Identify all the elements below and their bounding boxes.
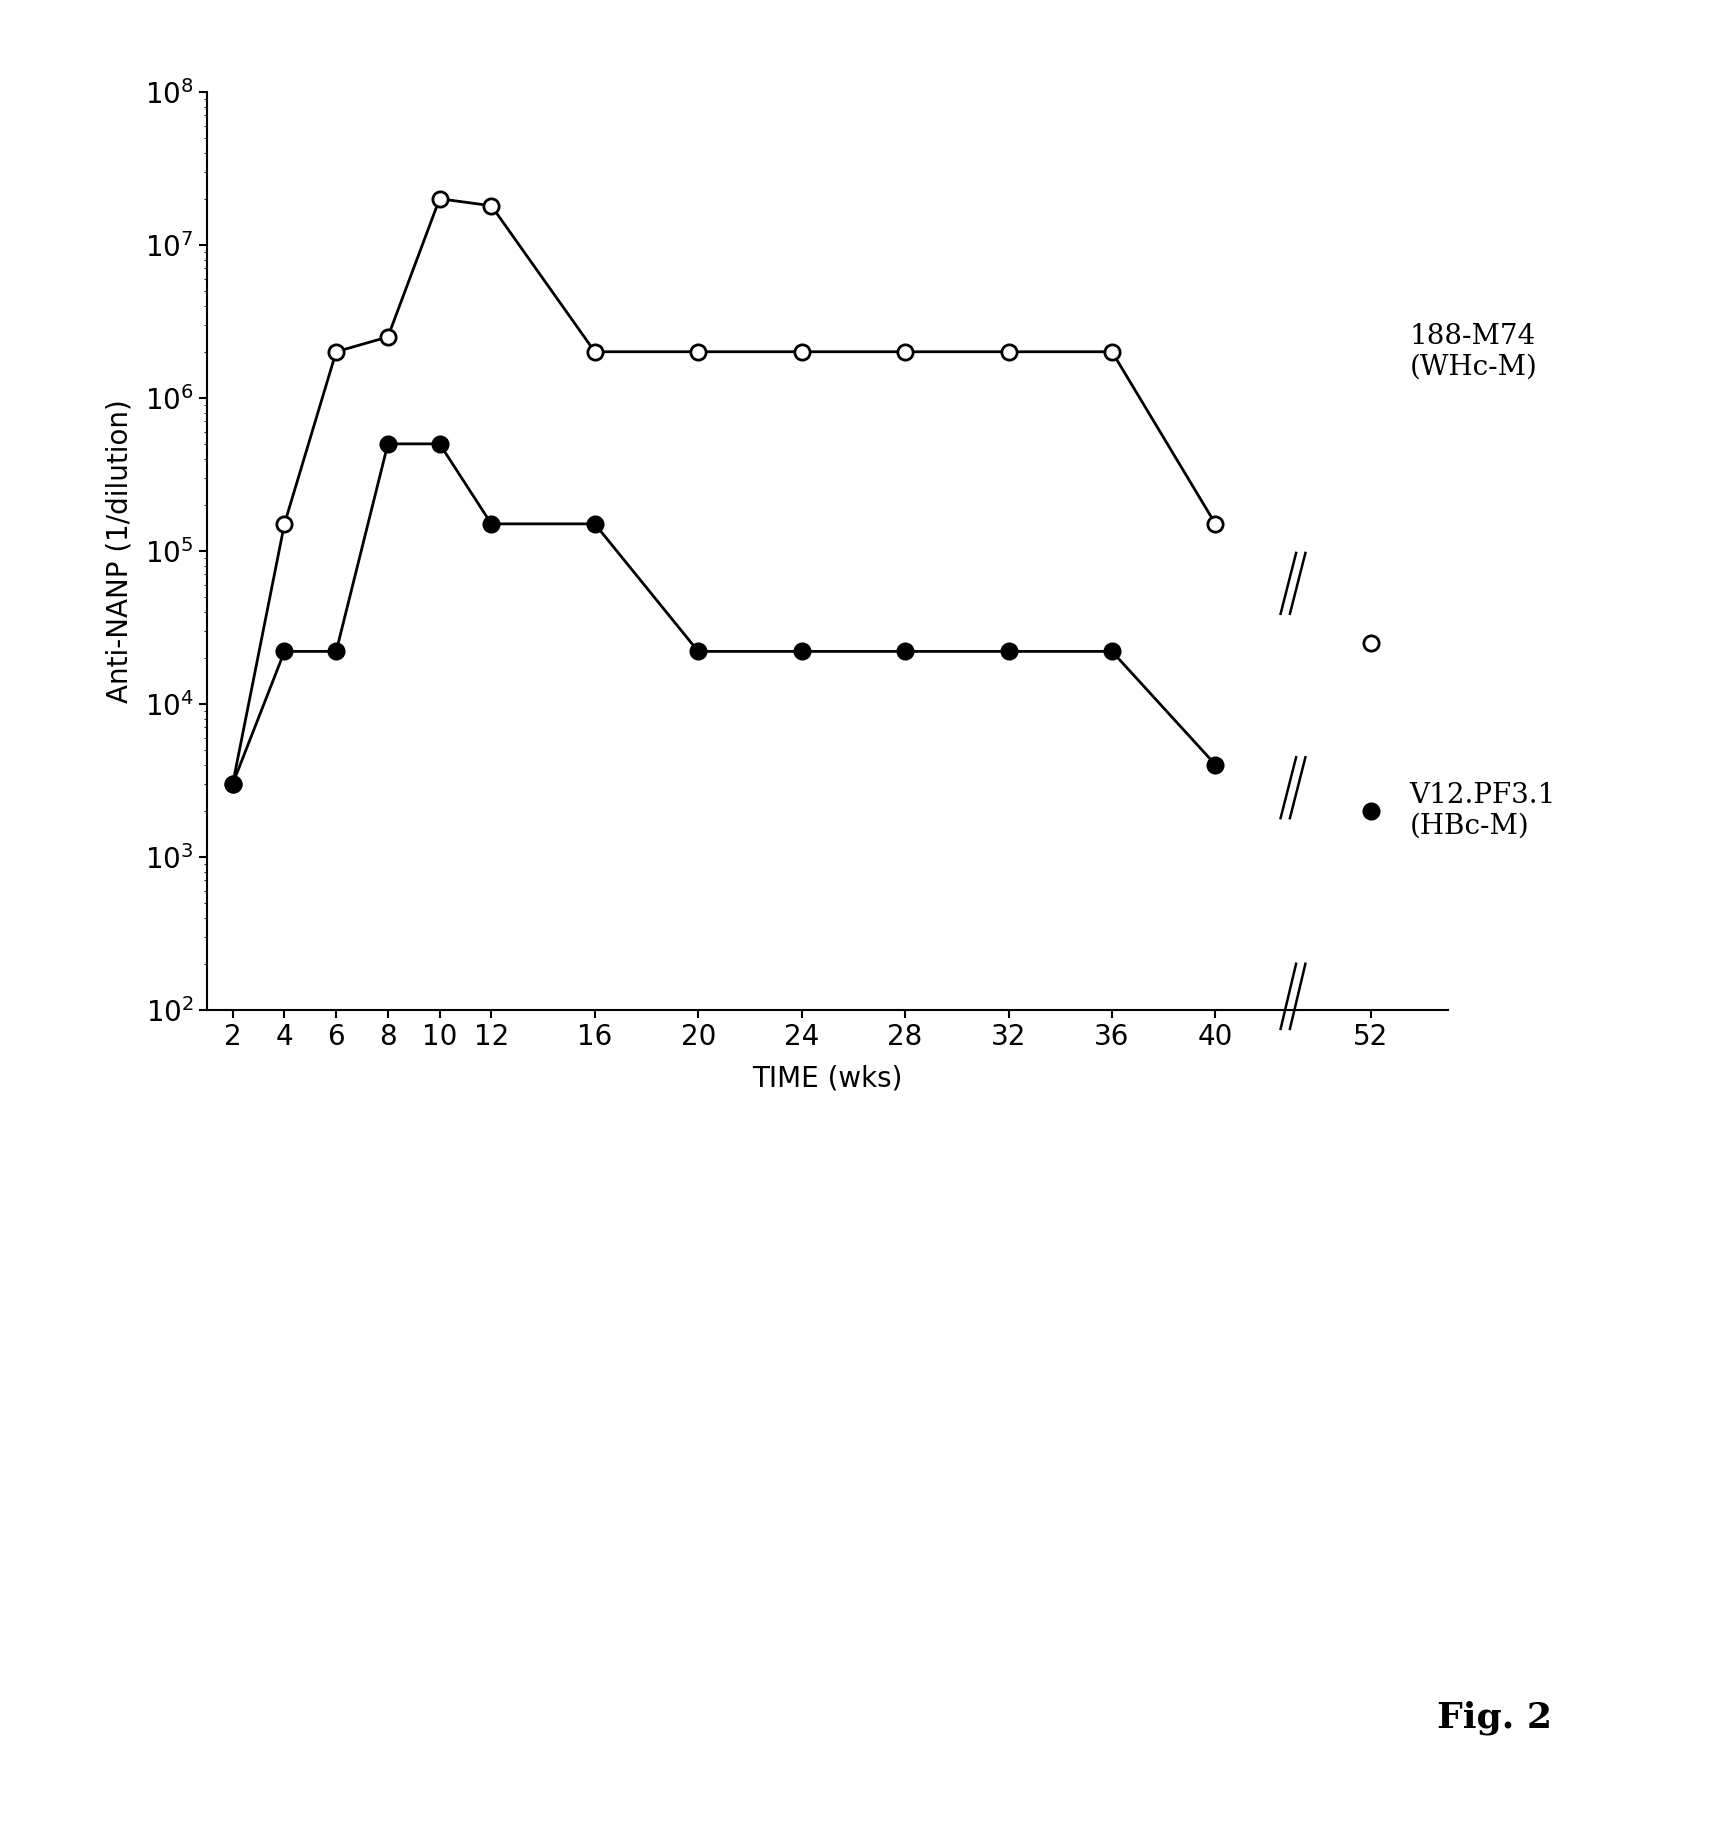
Text: Fig. 2: Fig. 2 (1435, 1700, 1551, 1735)
X-axis label: TIME (wks): TIME (wks) (751, 1065, 903, 1092)
Text: V12.PF3.1
(HBc-M): V12.PF3.1 (HBc-M) (1409, 782, 1554, 839)
Y-axis label: Anti-NANP (1/dilution): Anti-NANP (1/dilution) (105, 398, 134, 703)
Text: 188-M74
(WHc-M): 188-M74 (WHc-M) (1409, 323, 1537, 380)
